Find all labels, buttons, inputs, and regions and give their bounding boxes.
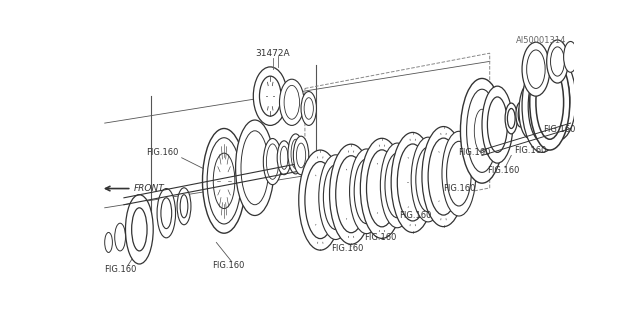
Ellipse shape [105,232,113,252]
Ellipse shape [518,107,523,122]
Ellipse shape [519,83,541,139]
Ellipse shape [263,139,282,185]
Ellipse shape [299,150,342,250]
Ellipse shape [180,195,188,218]
Text: 31472A: 31472A [255,49,290,58]
Text: FIG.160: FIG.160 [212,261,244,270]
Ellipse shape [522,42,550,96]
Ellipse shape [336,156,367,233]
Text: AI50001314: AI50001314 [516,36,566,44]
Ellipse shape [323,165,348,229]
Ellipse shape [428,138,459,215]
Ellipse shape [213,153,235,209]
Ellipse shape [416,147,440,212]
Text: FIG.160: FIG.160 [458,148,490,157]
Ellipse shape [528,71,556,141]
Ellipse shape [236,120,274,215]
Ellipse shape [305,162,336,239]
Ellipse shape [293,136,308,175]
Ellipse shape [391,132,435,233]
Ellipse shape [460,78,504,183]
Ellipse shape [177,188,191,225]
Ellipse shape [508,108,515,129]
Ellipse shape [115,223,125,251]
Ellipse shape [330,144,372,244]
Text: FIG.160: FIG.160 [399,211,431,220]
Ellipse shape [319,155,353,239]
Text: FIG.160: FIG.160 [543,125,575,134]
Ellipse shape [202,129,246,233]
Text: FIG.160: FIG.160 [515,146,547,155]
Ellipse shape [349,149,383,234]
Ellipse shape [207,138,241,224]
Ellipse shape [301,92,316,125]
Ellipse shape [288,134,303,174]
Ellipse shape [259,76,281,116]
Ellipse shape [380,143,414,228]
Ellipse shape [411,137,445,222]
Ellipse shape [277,141,291,175]
Ellipse shape [161,198,172,228]
Text: FIG.160: FIG.160 [488,166,520,175]
Ellipse shape [280,79,304,125]
Ellipse shape [488,97,508,152]
Ellipse shape [542,60,576,140]
Ellipse shape [522,60,562,152]
Ellipse shape [536,65,564,139]
Ellipse shape [516,102,525,127]
Ellipse shape [505,103,517,134]
Ellipse shape [422,126,465,227]
Ellipse shape [157,188,175,238]
Ellipse shape [447,141,471,206]
Ellipse shape [547,40,568,83]
Ellipse shape [241,131,269,205]
Ellipse shape [482,86,513,163]
Text: FRONT: FRONT [134,184,164,193]
Ellipse shape [354,159,379,224]
Text: FIG.160: FIG.160 [147,148,179,157]
Ellipse shape [548,71,570,129]
Ellipse shape [132,208,147,251]
Ellipse shape [530,55,570,150]
Ellipse shape [564,42,577,72]
Text: FIG.160: FIG.160 [443,184,475,193]
Ellipse shape [125,195,153,264]
Ellipse shape [385,153,410,218]
Ellipse shape [253,67,287,125]
Text: FIG.160: FIG.160 [364,233,397,242]
Text: FIG.160: FIG.160 [104,265,136,274]
Ellipse shape [442,131,476,216]
Ellipse shape [523,91,537,131]
Ellipse shape [360,138,403,238]
Ellipse shape [367,150,397,227]
Text: FIG.160: FIG.160 [331,244,364,253]
Ellipse shape [397,144,428,221]
